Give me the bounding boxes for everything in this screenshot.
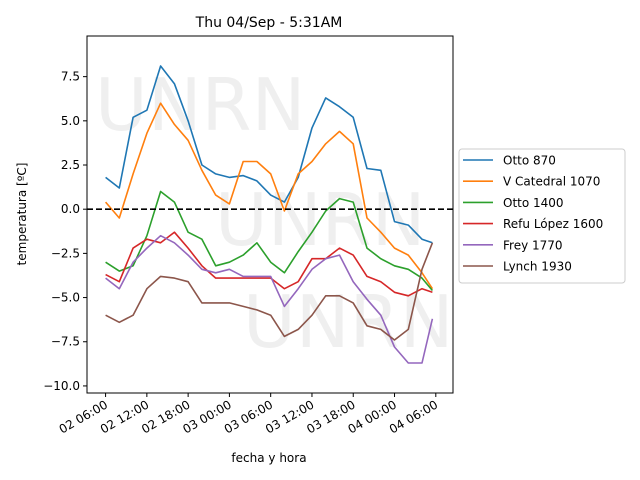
plot-frame	[86, 35, 454, 394]
y-tick-label: −5.0	[51, 291, 80, 305]
legend-label: Lynch 1930	[503, 260, 572, 274]
y-tick-label: 5.0	[61, 114, 80, 128]
series-line-2	[105, 190, 434, 292]
y-tick-label: 0.0	[61, 202, 80, 216]
watermark-1: UNRN	[95, 63, 305, 147]
watermarks: UNRN UNRN UNRN	[95, 63, 453, 364]
y-tick-label: −2.5	[51, 246, 80, 260]
y-tick-label: 2.5	[61, 158, 80, 172]
legend-box	[458, 148, 626, 284]
legend: Otto 870 V Catedral 1070 Otto 1400 Refu Lóp…	[458, 148, 626, 284]
series-line-1	[104, 102, 434, 290]
legend-label: Otto 1400	[503, 196, 564, 210]
series-line-5	[105, 242, 434, 341]
y-axis-label: temperatura [ºC]	[15, 163, 29, 266]
legend-label: V Catedral 1070	[503, 175, 600, 189]
y-tick-label: −10.0	[43, 379, 80, 393]
legend-label: Frey 1770	[503, 238, 563, 252]
legend-label: Otto 870	[503, 154, 556, 168]
legend-label: Refu López 1600	[503, 217, 603, 231]
y-tick-label: −7.5	[51, 335, 80, 349]
series-lines	[87, 65, 453, 364]
x-axis-label: fecha y hora	[231, 451, 306, 465]
y-tick-label: 7.5	[61, 70, 80, 84]
chart-title: Thu 04/Sep - 5:31AM	[195, 15, 343, 31]
series-line-0	[105, 65, 433, 244]
series-line-4	[105, 234, 434, 364]
